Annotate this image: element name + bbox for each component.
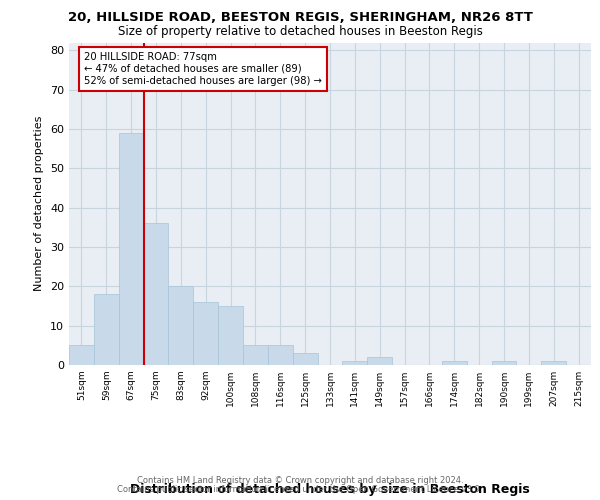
Text: Size of property relative to detached houses in Beeston Regis: Size of property relative to detached ho… xyxy=(118,25,482,38)
Text: Contains HM Land Registry data © Crown copyright and database right 2024.: Contains HM Land Registry data © Crown c… xyxy=(137,476,463,485)
Bar xyxy=(541,361,566,365)
Bar xyxy=(268,346,293,365)
Bar xyxy=(491,361,517,365)
Bar xyxy=(243,346,268,365)
Bar xyxy=(94,294,119,365)
Bar xyxy=(442,361,467,365)
Y-axis label: Number of detached properties: Number of detached properties xyxy=(34,116,44,292)
Bar xyxy=(119,133,143,365)
Bar xyxy=(69,346,94,365)
Text: 20 HILLSIDE ROAD: 77sqm
← 47% of detached houses are smaller (89)
52% of semi-de: 20 HILLSIDE ROAD: 77sqm ← 47% of detache… xyxy=(84,52,322,86)
X-axis label: Distribution of detached houses by size in Beeston Regis: Distribution of detached houses by size … xyxy=(130,482,530,496)
Text: 20, HILLSIDE ROAD, BEESTON REGIS, SHERINGHAM, NR26 8TT: 20, HILLSIDE ROAD, BEESTON REGIS, SHERIN… xyxy=(68,11,532,24)
Bar xyxy=(343,361,367,365)
Bar xyxy=(169,286,193,365)
Bar xyxy=(367,357,392,365)
Bar xyxy=(193,302,218,365)
Bar xyxy=(218,306,243,365)
Bar xyxy=(293,353,317,365)
Text: Contains public sector information licensed under the Open Government Licence v3: Contains public sector information licen… xyxy=(118,485,482,494)
Bar xyxy=(143,224,169,365)
